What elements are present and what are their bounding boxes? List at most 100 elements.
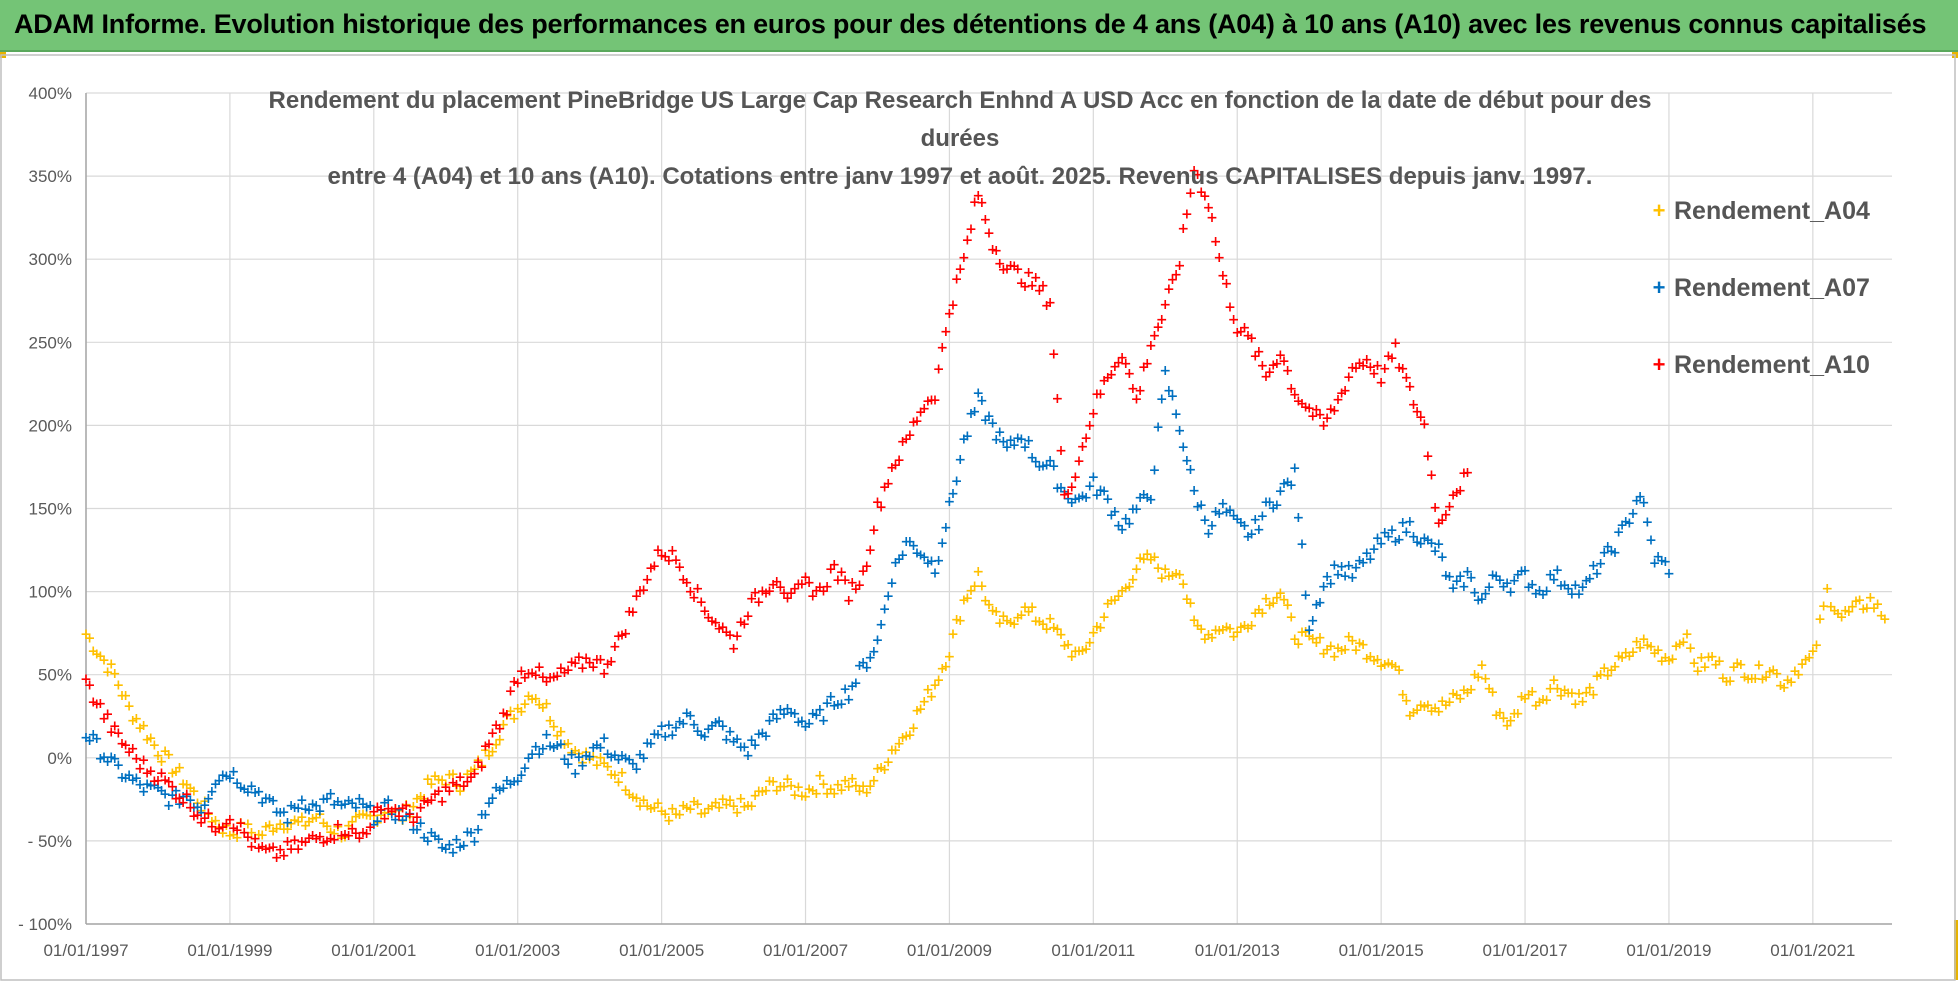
data-point: + bbox=[807, 588, 819, 604]
data-point: + bbox=[962, 428, 974, 444]
data-point: + bbox=[1544, 681, 1556, 697]
data-point: + bbox=[677, 716, 689, 732]
data-point: + bbox=[1591, 566, 1603, 582]
data-point: + bbox=[105, 656, 117, 672]
data-marks: + + + + + + + + + + + + + + + + + + + + + + + + + + + + + + + + + + + + + + + +… bbox=[80, 163, 1891, 866]
data-point: + bbox=[764, 584, 776, 600]
data-point: + bbox=[1206, 630, 1218, 646]
data-point: + bbox=[1404, 379, 1416, 395]
data-point: + bbox=[1055, 480, 1067, 496]
data-point: + bbox=[886, 460, 898, 476]
data-point: + bbox=[983, 409, 995, 425]
data-point: + bbox=[742, 609, 754, 625]
data-point: + bbox=[1339, 569, 1351, 585]
data-point: + bbox=[548, 719, 560, 735]
data-point: + bbox=[318, 792, 330, 808]
data-point: + bbox=[138, 718, 150, 734]
data-point: + bbox=[1382, 655, 1394, 671]
data-point: + bbox=[649, 800, 661, 816]
data-point: + bbox=[1271, 590, 1283, 606]
data-point: + bbox=[1095, 387, 1107, 403]
data-point: + bbox=[170, 764, 182, 780]
data-point: + bbox=[1717, 670, 1729, 686]
data-point: + bbox=[1235, 324, 1247, 340]
data-point: + bbox=[303, 803, 315, 819]
data-point: + bbox=[897, 434, 909, 450]
data-point: + bbox=[1530, 586, 1542, 602]
data-point: + bbox=[1016, 431, 1028, 447]
data-point: + bbox=[631, 588, 643, 604]
data-point: + bbox=[490, 780, 502, 796]
data-point: + bbox=[1066, 480, 1078, 496]
data-point: + bbox=[451, 777, 463, 793]
data-point: + bbox=[1311, 597, 1323, 613]
data-point: + bbox=[627, 789, 639, 805]
data-point: + bbox=[1051, 391, 1063, 407]
data-point: + bbox=[1192, 618, 1204, 634]
data-point: + bbox=[310, 810, 322, 826]
legend-item-a07: + Rendement_A07 bbox=[1648, 272, 1870, 304]
data-point: + bbox=[1008, 259, 1020, 275]
data-point: + bbox=[476, 759, 488, 775]
data-point: + bbox=[321, 791, 333, 807]
data-point: + bbox=[821, 695, 833, 711]
data-point: + bbox=[1001, 262, 1013, 278]
data-point: + bbox=[555, 724, 567, 740]
data-point: + bbox=[361, 826, 373, 842]
data-point: + bbox=[1246, 331, 1258, 347]
data-point: + bbox=[1451, 573, 1463, 589]
data-point: + bbox=[321, 833, 333, 849]
data-point: + bbox=[447, 775, 459, 791]
data-point: + bbox=[832, 697, 844, 713]
data-point: + bbox=[792, 576, 804, 592]
data-point: + bbox=[1400, 524, 1412, 540]
data-point: + bbox=[1480, 671, 1492, 687]
data-point: + bbox=[706, 798, 718, 814]
data-point: + bbox=[940, 520, 952, 536]
data-point: + bbox=[332, 819, 344, 835]
data-point: + bbox=[102, 707, 114, 723]
data-point: + bbox=[1357, 358, 1369, 374]
data-point: + bbox=[922, 682, 934, 698]
data-point: + bbox=[397, 813, 409, 829]
data-point: + bbox=[1249, 512, 1261, 528]
data-point: + bbox=[1113, 588, 1125, 604]
data-point: + bbox=[1307, 613, 1319, 629]
data-point: + bbox=[1091, 619, 1103, 635]
data-point: + bbox=[1293, 636, 1305, 652]
data-point: + bbox=[954, 452, 966, 468]
x-tick-label: 01/01/2013 bbox=[1195, 941, 1280, 960]
data-point: + bbox=[199, 793, 211, 809]
data-point: + bbox=[1055, 443, 1067, 459]
data-point: + bbox=[242, 785, 254, 801]
data-point: + bbox=[1246, 526, 1258, 542]
data-point: + bbox=[1116, 522, 1128, 538]
data-point: + bbox=[296, 793, 308, 809]
data-point: + bbox=[1321, 642, 1333, 658]
data-point: + bbox=[184, 800, 196, 816]
data-point: + bbox=[864, 650, 876, 666]
x-tick-label: 01/01/2007 bbox=[763, 941, 848, 960]
data-point: + bbox=[641, 798, 653, 814]
data-point: + bbox=[587, 660, 599, 676]
data-point: + bbox=[746, 591, 758, 607]
data-point: + bbox=[976, 578, 988, 594]
data-point: + bbox=[1526, 577, 1538, 593]
data-point: + bbox=[1393, 360, 1405, 376]
data-point: + bbox=[343, 828, 355, 844]
data-point: + bbox=[1483, 580, 1495, 596]
data-point: + bbox=[1159, 363, 1171, 379]
data-point: + bbox=[1681, 627, 1693, 643]
data-point: + bbox=[231, 822, 243, 838]
data-point: + bbox=[987, 603, 999, 619]
data-point: + bbox=[1760, 669, 1772, 685]
data-point: + bbox=[915, 404, 927, 420]
data-point: + bbox=[1138, 359, 1150, 375]
data-point: + bbox=[710, 795, 722, 811]
data-point: + bbox=[469, 766, 481, 782]
data-point: + bbox=[123, 767, 135, 783]
data-point: + bbox=[1073, 491, 1085, 507]
data-point: + bbox=[803, 716, 815, 732]
data-point: + bbox=[717, 719, 729, 735]
data-point: + bbox=[408, 799, 420, 815]
